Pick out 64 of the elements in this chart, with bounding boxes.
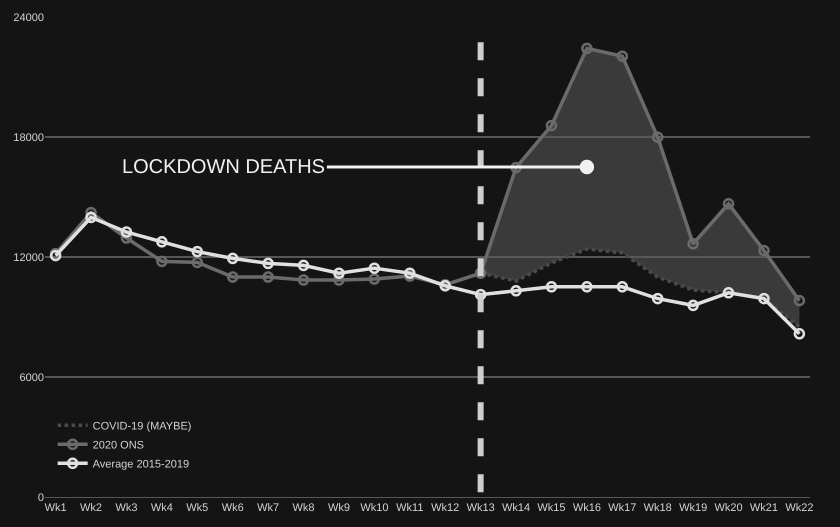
x-tick-label: Wk20: [714, 502, 743, 514]
point: [758, 292, 770, 304]
point: [510, 285, 522, 297]
x-tick-label: Wk8: [292, 502, 315, 514]
point: [722, 287, 734, 299]
point: [616, 50, 628, 62]
x-tick-label: Wk12: [431, 502, 460, 514]
point: [581, 281, 593, 293]
x-tick-label: Wk14: [502, 502, 530, 514]
annotation: LOCKDOWN DEATHS: [122, 156, 325, 178]
point: [156, 236, 168, 248]
x-tick-label: Wk16: [572, 502, 601, 514]
point: [687, 300, 699, 312]
x-tick-label: Wk5: [186, 502, 208, 514]
x-tick-label: Wk11: [396, 502, 424, 514]
x-tick-label: Wk18: [644, 502, 672, 514]
x-tick-label: Wk7: [257, 502, 280, 514]
y-tick-label: 18000: [13, 132, 44, 144]
point: [546, 281, 558, 293]
y-tick-label: 0: [38, 492, 44, 504]
point: [404, 267, 416, 279]
x-tick-label: Wk1: [44, 502, 67, 514]
x-tick-label: Wk19: [679, 502, 708, 514]
x-tick-label: Wk22: [785, 502, 814, 514]
x-tick-label: Wk13: [466, 502, 495, 514]
x-tick-label: Wk2: [80, 502, 102, 514]
point: [758, 244, 770, 256]
x-tick-label: Wk21: [750, 502, 778, 514]
x-tick-label: Wk3: [115, 502, 138, 514]
point: [368, 273, 380, 285]
point: [120, 226, 132, 238]
point: [262, 271, 274, 283]
point: [722, 198, 734, 210]
point: [794, 294, 806, 306]
x-tick-label: Wk17: [608, 502, 636, 514]
x-tick-label: Wk4: [150, 502, 173, 514]
legend-label: 2020 ONS: [92, 440, 144, 452]
legend-label: COVID-19 (MAYBE): [92, 420, 192, 433]
x-tick-label: Wk10: [360, 502, 388, 514]
x-tick-label: Wk9: [328, 502, 350, 514]
point: [581, 42, 593, 54]
point: [298, 274, 310, 286]
point: [652, 292, 664, 304]
point: [652, 131, 664, 143]
point: [298, 260, 310, 272]
point: [226, 271, 238, 283]
point: [333, 267, 345, 279]
point: [192, 246, 204, 258]
point: [192, 256, 204, 268]
point: [794, 328, 806, 340]
x-tick-label: Wk15: [537, 502, 566, 514]
point: [226, 252, 238, 264]
point: [85, 212, 97, 224]
point: [368, 262, 380, 274]
point: [687, 238, 699, 250]
point: [616, 281, 628, 293]
point: [156, 256, 168, 268]
legend-label: Average 2015-2019: [92, 458, 190, 471]
y-tick-label: 6000: [20, 372, 44, 384]
point: [546, 120, 558, 132]
point: [262, 258, 274, 270]
y-tick-label: 12000: [13, 252, 44, 264]
y-tick-label: 24000: [13, 12, 44, 24]
x-tick-label: Wk6: [222, 502, 244, 514]
